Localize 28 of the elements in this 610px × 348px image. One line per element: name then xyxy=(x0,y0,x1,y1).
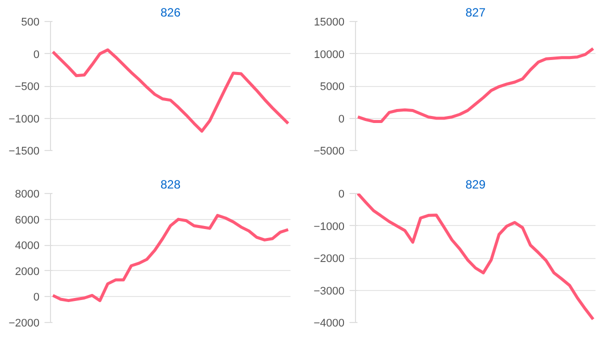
y-tick-label: 0 xyxy=(338,188,345,200)
y-tick-label: 2000 xyxy=(15,266,40,278)
chart-title: 826 xyxy=(160,6,181,20)
y-tick-label: 0 xyxy=(33,48,40,61)
y-tick-label: 4000 xyxy=(15,240,40,252)
y-tick-label: −2000 xyxy=(8,318,40,330)
y-tick-label: 6000 xyxy=(15,214,40,226)
chart-title: 829 xyxy=(465,178,486,192)
y-tick-label: 5000 xyxy=(320,81,345,93)
y-tick-label: −1000 xyxy=(8,113,40,126)
y-tick-label: −500 xyxy=(14,81,40,93)
line-series xyxy=(51,214,290,302)
line-series xyxy=(356,47,595,123)
y-tick-label: −2000 xyxy=(314,253,345,265)
y-tick-label: 0 xyxy=(338,113,345,126)
y-tick-label: −5000 xyxy=(314,146,345,158)
y-tick-label: −3000 xyxy=(314,285,345,298)
y-tick-label: −4000 xyxy=(314,318,345,330)
chart-title: 827 xyxy=(465,6,486,20)
y-tick-label: 10000 xyxy=(314,48,345,61)
y-tick-label: 8000 xyxy=(15,188,40,200)
y-tick-label: −1500 xyxy=(8,146,40,158)
y-tick-label: 500 xyxy=(21,16,40,28)
y-tick-label: 15000 xyxy=(314,16,345,28)
chart-title: 828 xyxy=(160,178,181,192)
line-series xyxy=(51,48,290,133)
y-tick-label: −1000 xyxy=(314,220,345,233)
y-tick-label: 0 xyxy=(33,292,40,304)
